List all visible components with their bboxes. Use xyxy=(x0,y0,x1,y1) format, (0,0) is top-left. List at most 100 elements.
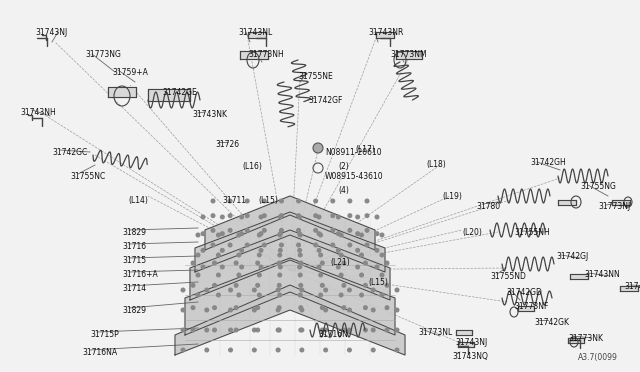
Circle shape xyxy=(364,306,367,310)
Circle shape xyxy=(201,232,205,235)
Circle shape xyxy=(300,328,304,332)
Circle shape xyxy=(298,232,301,235)
Circle shape xyxy=(371,328,375,332)
Text: 31716: 31716 xyxy=(122,242,146,251)
Circle shape xyxy=(228,348,232,352)
Circle shape xyxy=(205,328,209,332)
Circle shape xyxy=(297,243,300,247)
Text: (L15): (L15) xyxy=(258,196,278,205)
Circle shape xyxy=(396,308,399,312)
Circle shape xyxy=(331,243,335,247)
Circle shape xyxy=(278,253,282,257)
Text: 31742GE: 31742GE xyxy=(162,88,196,97)
Circle shape xyxy=(297,214,300,218)
Circle shape xyxy=(259,248,263,252)
Circle shape xyxy=(262,243,266,247)
Circle shape xyxy=(314,199,317,203)
Text: 31755NE: 31755NE xyxy=(298,72,333,81)
Circle shape xyxy=(237,233,241,237)
Circle shape xyxy=(205,348,209,352)
Circle shape xyxy=(278,248,282,252)
Circle shape xyxy=(371,308,375,312)
Polygon shape xyxy=(195,212,385,272)
Circle shape xyxy=(276,348,280,352)
Circle shape xyxy=(324,288,328,292)
Polygon shape xyxy=(612,199,630,205)
Circle shape xyxy=(191,328,195,332)
Circle shape xyxy=(262,228,266,232)
Circle shape xyxy=(319,273,323,277)
Text: 31742GC: 31742GC xyxy=(52,148,87,157)
Circle shape xyxy=(375,248,379,252)
Circle shape xyxy=(262,199,266,203)
Circle shape xyxy=(259,215,263,219)
Circle shape xyxy=(234,283,238,287)
Circle shape xyxy=(337,232,340,235)
Circle shape xyxy=(253,288,256,292)
Text: 31716NA: 31716NA xyxy=(82,348,117,357)
Circle shape xyxy=(375,232,379,235)
Circle shape xyxy=(317,215,321,219)
Circle shape xyxy=(234,306,238,310)
Circle shape xyxy=(228,199,232,203)
Text: (L16): (L16) xyxy=(242,162,262,171)
Circle shape xyxy=(298,265,301,269)
Circle shape xyxy=(256,306,259,310)
Circle shape xyxy=(217,273,220,277)
Circle shape xyxy=(253,348,256,352)
Circle shape xyxy=(257,253,261,257)
Circle shape xyxy=(300,348,304,352)
Circle shape xyxy=(371,288,375,292)
Text: (4): (4) xyxy=(338,186,349,195)
Text: (L17): (L17) xyxy=(355,145,375,154)
Circle shape xyxy=(280,214,284,218)
Circle shape xyxy=(337,215,340,219)
Circle shape xyxy=(217,293,220,297)
Circle shape xyxy=(356,265,360,269)
Text: (L18): (L18) xyxy=(426,160,445,169)
Text: 31716+A: 31716+A xyxy=(122,270,157,279)
Polygon shape xyxy=(456,330,472,334)
Circle shape xyxy=(365,243,369,247)
Circle shape xyxy=(245,199,249,203)
Circle shape xyxy=(348,228,352,232)
Circle shape xyxy=(228,308,232,312)
Circle shape xyxy=(365,228,369,232)
Text: 31773NJ: 31773NJ xyxy=(598,202,630,211)
Circle shape xyxy=(211,199,215,203)
Circle shape xyxy=(217,233,220,237)
Text: (L19): (L19) xyxy=(442,192,462,201)
Circle shape xyxy=(317,265,321,269)
Circle shape xyxy=(331,214,335,218)
Circle shape xyxy=(348,308,351,312)
Circle shape xyxy=(196,233,200,237)
Circle shape xyxy=(211,228,215,232)
Circle shape xyxy=(280,199,284,203)
Circle shape xyxy=(212,306,216,310)
Circle shape xyxy=(228,288,232,292)
Circle shape xyxy=(360,233,364,237)
Circle shape xyxy=(212,261,216,265)
Text: A3.7(0099: A3.7(0099 xyxy=(578,353,618,362)
Circle shape xyxy=(300,288,304,292)
Circle shape xyxy=(380,253,384,257)
Circle shape xyxy=(298,293,302,297)
Text: 31773NH: 31773NH xyxy=(248,50,284,59)
Polygon shape xyxy=(518,305,534,311)
Polygon shape xyxy=(376,32,394,38)
Circle shape xyxy=(337,248,340,252)
Text: 31755NG: 31755NG xyxy=(580,182,616,191)
Circle shape xyxy=(339,233,343,237)
Circle shape xyxy=(240,265,243,269)
Circle shape xyxy=(380,233,384,237)
Circle shape xyxy=(298,273,302,277)
Circle shape xyxy=(237,273,241,277)
Text: 31743NJ: 31743NJ xyxy=(455,338,487,347)
Circle shape xyxy=(317,248,321,252)
Circle shape xyxy=(277,328,281,332)
Circle shape xyxy=(297,199,300,203)
Circle shape xyxy=(278,273,282,277)
Circle shape xyxy=(380,293,384,297)
Circle shape xyxy=(276,308,280,312)
Circle shape xyxy=(276,328,280,332)
